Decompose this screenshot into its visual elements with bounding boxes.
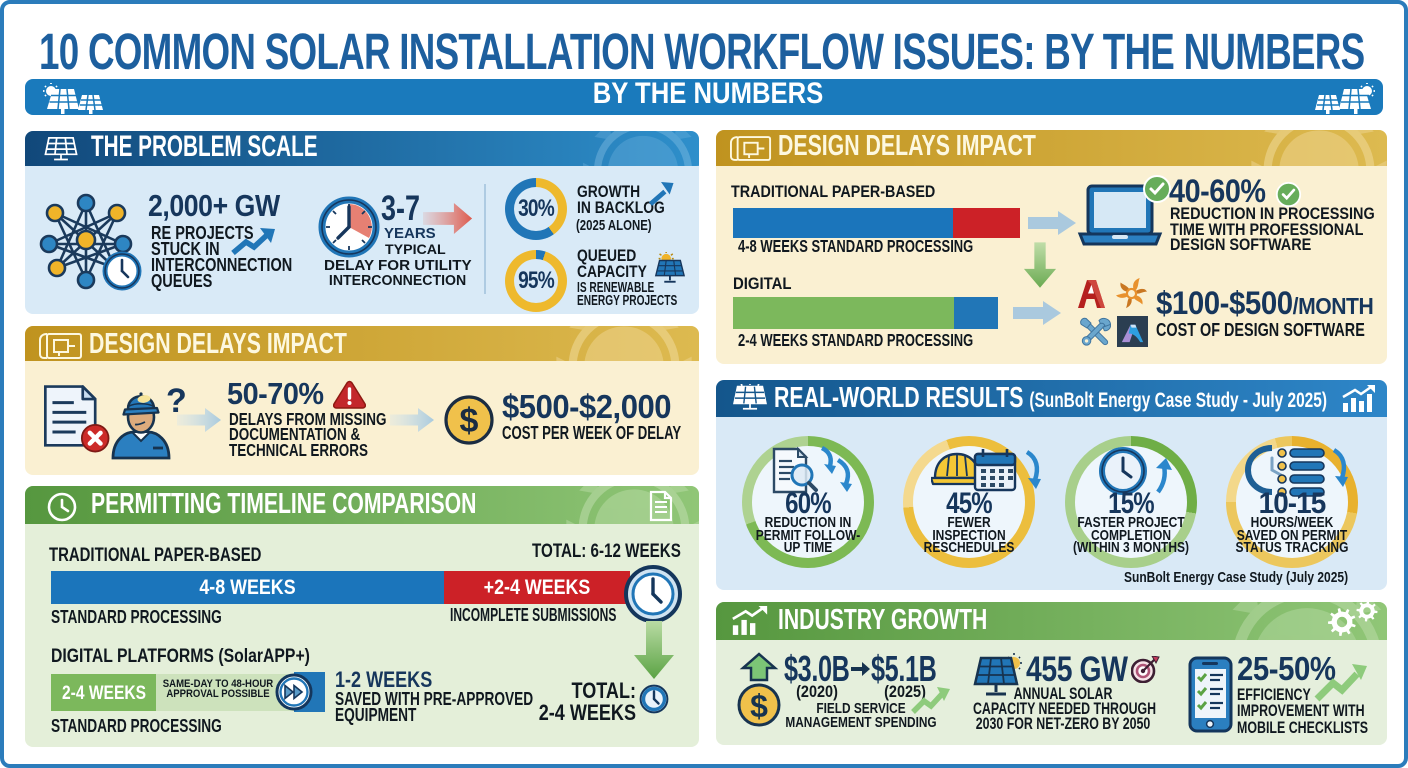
svg-text:$: $ <box>460 402 479 440</box>
svg-text:$: $ <box>750 688 768 724</box>
